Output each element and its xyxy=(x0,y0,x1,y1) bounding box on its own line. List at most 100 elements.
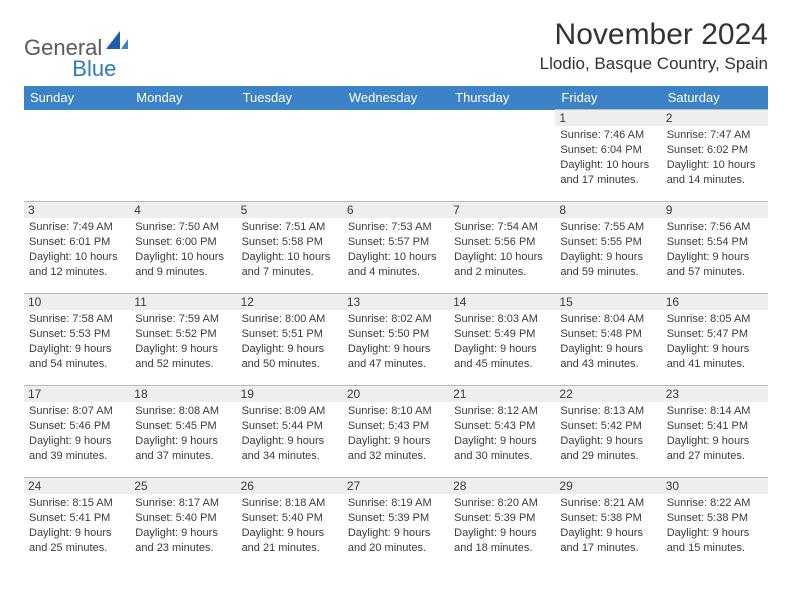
logo: General Blue xyxy=(24,24,154,72)
day-number: 6 xyxy=(343,202,449,218)
calendar-cell: 13Sunrise: 8:02 AMSunset: 5:50 PMDayligh… xyxy=(343,294,449,386)
day-info: Sunrise: 8:08 AMSunset: 5:45 PMDaylight:… xyxy=(135,404,231,463)
day-info: Sunrise: 8:22 AMSunset: 5:38 PMDaylight:… xyxy=(667,496,763,555)
day-info: Sunrise: 8:14 AMSunset: 5:41 PMDaylight:… xyxy=(667,404,763,463)
day-info: Sunrise: 8:15 AMSunset: 5:41 PMDaylight:… xyxy=(29,496,125,555)
calendar-cell: 16 Sunrise: 8:05 AMSunset: 5:47 PMDayligh… xyxy=(662,294,768,386)
day-number: 10 xyxy=(24,294,130,310)
calendar-cell: 9 Sunrise: 7:56 AMSunset: 5:54 PMDaylight… xyxy=(662,202,768,294)
calendar-cell: 2 Sunrise: 7:47 AMSunset: 6:02 PMDaylight… xyxy=(662,110,768,202)
day-number: 4 xyxy=(130,202,236,218)
day-info: Sunrise: 7:53 AMSunset: 5:57 PMDaylight:… xyxy=(348,220,444,279)
weekday-header-row: Sunday Monday Tuesday Wednesday Thursday… xyxy=(24,86,768,110)
calendar-table: Sunday Monday Tuesday Wednesday Thursday… xyxy=(24,86,768,570)
day-number: 15 xyxy=(555,294,661,310)
day-number: 14 xyxy=(449,294,555,310)
weekday-header: Monday xyxy=(130,86,236,110)
day-info: Sunrise: 8:05 AMSunset: 5:47 PMDaylight:… xyxy=(667,312,763,371)
day-info: Sunrise: 8:04 AMSunset: 5:48 PMDaylight:… xyxy=(560,312,656,371)
day-info: Sunrise: 7:50 AMSunset: 6:00 PMDaylight:… xyxy=(135,220,231,279)
day-number: 19 xyxy=(237,386,343,402)
day-number: 5 xyxy=(237,202,343,218)
day-info: Sunrise: 8:17 AMSunset: 5:40 PMDaylight:… xyxy=(135,496,231,555)
day-info: Sunrise: 7:54 AMSunset: 5:56 PMDaylight:… xyxy=(454,220,550,279)
day-number: 24 xyxy=(24,478,130,494)
calendar-cell: 6 Sunrise: 7:53 AMSunset: 5:57 PMDaylight… xyxy=(343,202,449,294)
day-info: Sunrise: 7:49 AMSunset: 6:01 PMDaylight:… xyxy=(29,220,125,279)
day-info: Sunrise: 8:20 AMSunset: 5:39 PMDaylight:… xyxy=(454,496,550,555)
calendar-cell: 30 Sunrise: 8:22 AMSunset: 5:38 PMDayligh… xyxy=(662,478,768,570)
calendar-cell: 11 Sunrise: 7:59 AMSunset: 5:52 PMDayligh… xyxy=(130,294,236,386)
day-info: Sunrise: 7:55 AMSunset: 5:55 PMDaylight:… xyxy=(560,220,656,279)
calendar-cell: 14 Sunrise: 8:03 AMSunset: 5:49 PMDayligh… xyxy=(449,294,555,386)
day-number: 22 xyxy=(555,386,661,402)
day-number: 21 xyxy=(449,386,555,402)
weekday-header: Tuesday xyxy=(237,86,343,110)
day-number: 3 xyxy=(24,202,130,218)
day-number: 9 xyxy=(662,202,768,218)
day-info: Sunrise: 8:03 AMSunset: 5:49 PMDaylight:… xyxy=(454,312,550,371)
title-block: November 2024 Llodio, Basque Country, Sp… xyxy=(540,18,768,74)
day-info: Sunrise: 7:59 AMSunset: 5:52 PMDaylight:… xyxy=(135,312,231,371)
calendar-cell: 29 Sunrise: 8:21 AMSunset: 5:38 PMDayligh… xyxy=(555,478,661,570)
day-info: Sunrise: 8:21 AMSunset: 5:38 PMDaylight:… xyxy=(560,496,656,555)
calendar-cell: 17 Sunrise: 8:07 AMSunset: 5:46 PMDayligh… xyxy=(24,386,130,478)
weekday-header: Wednesday xyxy=(343,86,449,110)
day-number: 26 xyxy=(237,478,343,494)
calendar-cell: 24 Sunrise: 8:15 AMSunset: 5:41 PMDayligh… xyxy=(24,478,130,570)
calendar-cell: 25 Sunrise: 8:17 AMSunset: 5:40 PMDayligh… xyxy=(130,478,236,570)
calendar-cell xyxy=(237,110,343,202)
day-info: Sunrise: 7:56 AMSunset: 5:54 PMDaylight:… xyxy=(667,220,763,279)
day-info: Sunrise: 7:47 AMSunset: 6:02 PMDaylight:… xyxy=(667,128,763,187)
calendar-cell: 4 Sunrise: 7:50 AMSunset: 6:00 PMDaylight… xyxy=(130,202,236,294)
day-info: Sunrise: 7:51 AMSunset: 5:58 PMDaylight:… xyxy=(242,220,338,279)
day-number: 28 xyxy=(449,478,555,494)
calendar-cell: 7 Sunrise: 7:54 AMSunset: 5:56 PMDaylight… xyxy=(449,202,555,294)
calendar-cell: 5 Sunrise: 7:51 AMSunset: 5:58 PMDaylight… xyxy=(237,202,343,294)
calendar-cell: 12 Sunrise: 8:00 AMSunset: 5:51 PMDayligh… xyxy=(237,294,343,386)
calendar-body: 1Sunrise: 7:46 AMSunset: 6:04 PMDaylight… xyxy=(24,110,768,570)
calendar-cell: 3 Sunrise: 7:49 AMSunset: 6:01 PMDaylight… xyxy=(24,202,130,294)
calendar-cell: 10Sunrise: 7:58 AMSunset: 5:53 PMDayligh… xyxy=(24,294,130,386)
weekday-header: Saturday xyxy=(662,86,768,110)
calendar-row: 3 Sunrise: 7:49 AMSunset: 6:01 PMDaylight… xyxy=(24,202,768,294)
day-number: 20 xyxy=(343,386,449,402)
calendar-cell: 15 Sunrise: 8:04 AMSunset: 5:48 PMDayligh… xyxy=(555,294,661,386)
day-number: 23 xyxy=(662,386,768,402)
day-info: Sunrise: 8:13 AMSunset: 5:42 PMDaylight:… xyxy=(560,404,656,463)
location-subtitle: Llodio, Basque Country, Spain xyxy=(540,54,768,74)
day-number: 12 xyxy=(237,294,343,310)
day-number: 30 xyxy=(662,478,768,494)
calendar-cell: 19 Sunrise: 8:09 AMSunset: 5:44 PMDayligh… xyxy=(237,386,343,478)
day-info: Sunrise: 8:07 AMSunset: 5:46 PMDaylight:… xyxy=(29,404,125,463)
logo-sail-icon xyxy=(106,31,128,54)
day-number: 13 xyxy=(343,294,449,310)
day-info: Sunrise: 8:09 AMSunset: 5:44 PMDaylight:… xyxy=(242,404,338,463)
day-info: Sunrise: 8:18 AMSunset: 5:40 PMDaylight:… xyxy=(242,496,338,555)
day-info: Sunrise: 8:00 AMSunset: 5:51 PMDaylight:… xyxy=(242,312,338,371)
calendar-cell: 22 Sunrise: 8:13 AMSunset: 5:42 PMDayligh… xyxy=(555,386,661,478)
calendar-cell: 27Sunrise: 8:19 AMSunset: 5:39 PMDayligh… xyxy=(343,478,449,570)
day-number: 16 xyxy=(662,294,768,310)
day-number: 8 xyxy=(555,202,661,218)
day-info: Sunrise: 8:12 AMSunset: 5:43 PMDaylight:… xyxy=(454,404,550,463)
month-title: November 2024 xyxy=(540,18,768,52)
day-info: Sunrise: 8:10 AMSunset: 5:43 PMDaylight:… xyxy=(348,404,444,463)
day-number: 7 xyxy=(449,202,555,218)
calendar-cell xyxy=(24,110,130,202)
calendar-cell: 18Sunrise: 8:08 AMSunset: 5:45 PMDayligh… xyxy=(130,386,236,478)
day-number: 27 xyxy=(343,478,449,494)
day-number: 2 xyxy=(662,110,768,126)
day-number: 11 xyxy=(130,294,236,310)
weekday-header: Sunday xyxy=(24,86,130,110)
calendar-cell: 8 Sunrise: 7:55 AMSunset: 5:55 PMDaylight… xyxy=(555,202,661,294)
day-number: 29 xyxy=(555,478,661,494)
day-number: 25 xyxy=(130,478,236,494)
calendar-row: 17 Sunrise: 8:07 AMSunset: 5:46 PMDayligh… xyxy=(24,386,768,478)
calendar-cell: 20 Sunrise: 8:10 AMSunset: 5:43 PMDayligh… xyxy=(343,386,449,478)
calendar-cell: 1Sunrise: 7:46 AMSunset: 6:04 PMDaylight… xyxy=(555,110,661,202)
day-number: 17 xyxy=(24,386,130,402)
calendar-cell: 28 Sunrise: 8:20 AMSunset: 5:39 PMDayligh… xyxy=(449,478,555,570)
calendar-row: 1Sunrise: 7:46 AMSunset: 6:04 PMDaylight… xyxy=(24,110,768,202)
calendar-cell: 21 Sunrise: 8:12 AMSunset: 5:43 PMDayligh… xyxy=(449,386,555,478)
